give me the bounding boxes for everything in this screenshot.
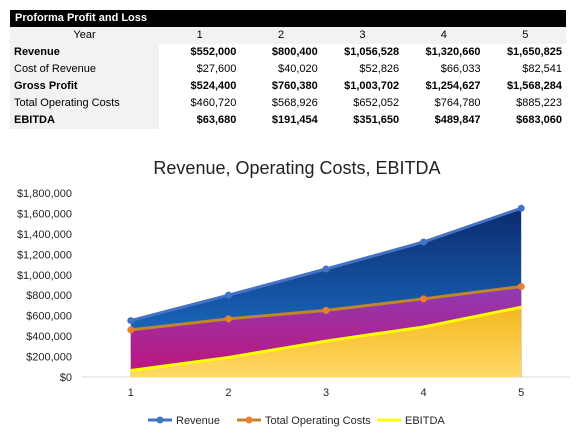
y-axis: $0 $200,000 $400,000 $600,000 $800,000 $1,000… xyxy=(17,188,72,384)
series-lines xyxy=(127,204,525,372)
year-column-header: 5 xyxy=(484,27,566,44)
table-cell: $552,000 xyxy=(190,46,237,58)
table-cell: $1,650,825 xyxy=(506,46,562,58)
table-cell: $652,052 xyxy=(353,97,400,109)
legend-marker xyxy=(245,416,253,424)
x-tick-label: 1 xyxy=(128,387,134,399)
pl-table: Proforma Profit and Loss Year 1 2 3 4 5 Revenu… xyxy=(10,10,566,129)
table-cell: $66,033 xyxy=(440,63,481,75)
data-point xyxy=(420,295,428,303)
year-column-header: 3 xyxy=(321,27,404,44)
table-cell: $1,254,627 xyxy=(425,80,481,92)
table-cell: $800,400 xyxy=(271,46,318,58)
data-point xyxy=(224,315,232,323)
table-cell: $1,003,702 xyxy=(344,80,400,92)
table-cell: $568,926 xyxy=(271,97,318,109)
row-label: EBITDA xyxy=(10,112,159,129)
data-point xyxy=(127,326,135,334)
table-cell: $760,380 xyxy=(271,80,318,92)
y-tick-label: $1,800,000 xyxy=(17,188,72,200)
legend-item: EBITDA xyxy=(377,415,445,427)
data-point xyxy=(127,317,135,325)
table-cell: $1,568,284 xyxy=(506,80,562,92)
chart-title: Revenue, Operating Costs, EBITDA xyxy=(153,158,440,178)
table-row: Gross Profit $524,400 $760,380 $1,003,702 $1… xyxy=(10,78,566,95)
table-header-row: Year 1 2 3 4 5 xyxy=(10,27,566,44)
row-label: Total Operating Costs xyxy=(10,95,159,112)
area-chart: Revenue, Operating Costs, EBITDA $0 $200,… xyxy=(17,158,570,427)
data-point xyxy=(322,306,330,314)
data-point xyxy=(420,238,428,246)
y-tick-label: $1,600,000 xyxy=(17,208,72,220)
table-title: Proforma Profit and Loss xyxy=(10,10,566,27)
row-label: Revenue xyxy=(10,44,159,61)
x-tick-label: 3 xyxy=(323,387,329,399)
table-cell: $1,056,528 xyxy=(344,46,400,58)
data-point xyxy=(517,204,525,212)
x-tick-label: 5 xyxy=(518,387,524,399)
y-tick-label: $200,000 xyxy=(26,352,72,364)
y-tick-label: $800,000 xyxy=(26,290,72,302)
table-cell: $40,020 xyxy=(278,63,318,75)
legend-label: Revenue xyxy=(176,415,220,427)
data-point xyxy=(322,265,330,273)
year-column-header: 4 xyxy=(403,27,485,44)
table-cell: $885,223 xyxy=(516,97,562,109)
table-cell: $191,454 xyxy=(271,114,318,126)
table-row: EBITDA $63,680 $191,454 $351,650 $489,847 $68… xyxy=(10,112,566,129)
y-tick-label: $1,400,000 xyxy=(17,229,72,241)
x-tick-label: 4 xyxy=(421,387,427,399)
table-cell: $683,060 xyxy=(516,114,562,126)
year-header: Year xyxy=(10,27,159,44)
table-row: Revenue $552,000 $800,400 $1,056,528 $1,320,… xyxy=(10,44,566,61)
legend: Revenue Total Operating Costs EBITDA xyxy=(148,415,445,427)
data-point xyxy=(224,291,232,299)
legend-marker xyxy=(156,416,164,424)
x-axis: 1 2 3 4 5 xyxy=(82,376,570,399)
pl-grid: Year 1 2 3 4 5 Revenue $552,000 $800,400 $1,056,5… xyxy=(10,27,566,129)
legend-label: EBITDA xyxy=(405,415,445,427)
legend-item: Total Operating Costs xyxy=(237,415,371,427)
y-tick-label: $600,000 xyxy=(26,311,72,323)
table-row: Cost of Revenue $27,600 $40,020 $52,826 $66,… xyxy=(10,61,566,78)
data-point xyxy=(517,283,525,291)
table-cell: $63,680 xyxy=(196,114,237,126)
line-ebitda xyxy=(130,305,522,372)
table-cell: $52,826 xyxy=(359,63,400,75)
table-cell: $524,400 xyxy=(190,80,237,92)
y-tick-label: $1,200,000 xyxy=(17,249,72,261)
table-cell: $489,847 xyxy=(434,114,481,126)
table-cell: $82,541 xyxy=(522,63,562,75)
x-tick-label: 2 xyxy=(225,387,231,399)
table-cell: $351,650 xyxy=(353,114,400,126)
table-row: Total Operating Costs $460,720 $568,926 $65… xyxy=(10,95,566,112)
table-cell: $27,600 xyxy=(196,63,237,75)
table-cell: $764,780 xyxy=(434,97,481,109)
row-label: Cost of Revenue xyxy=(10,61,159,78)
table-cell: $1,320,660 xyxy=(425,46,481,58)
year-column-header: 1 xyxy=(159,27,241,44)
year-column-header: 2 xyxy=(240,27,322,44)
y-tick-label: $400,000 xyxy=(26,331,72,343)
legend-item: Revenue xyxy=(148,415,220,427)
y-tick-label: $1,000,000 xyxy=(17,270,72,282)
legend-label: Total Operating Costs xyxy=(265,415,371,427)
y-tick-label: $0 xyxy=(60,372,72,384)
table-cell: $460,720 xyxy=(190,97,237,109)
row-label: Gross Profit xyxy=(10,78,159,95)
